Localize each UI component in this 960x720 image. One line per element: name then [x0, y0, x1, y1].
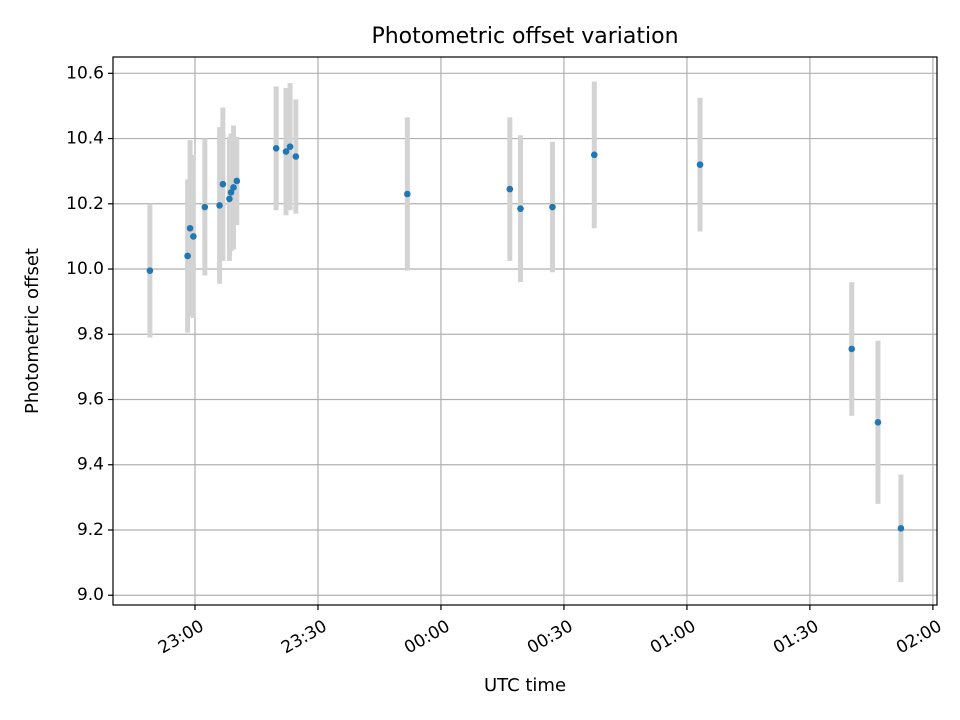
- point-layer: [146, 143, 905, 532]
- data-point: [219, 180, 227, 188]
- data-point: [190, 233, 197, 240]
- grid-layer: [113, 57, 937, 605]
- plot-frame: [112, 56, 938, 606]
- plot-area-background: [113, 57, 937, 605]
- chart-title: Photometric offset variation: [371, 24, 678, 49]
- data-point: [286, 143, 294, 151]
- y-axis-label: Photometric offset: [22, 248, 43, 414]
- data-point: [216, 202, 223, 209]
- data-point: [230, 184, 237, 191]
- data-point: [186, 224, 194, 232]
- data-point: [282, 148, 290, 155]
- y-tick-label: 10.2: [66, 194, 104, 214]
- data-point: [292, 153, 300, 160]
- data-point: [146, 267, 154, 274]
- data-point: [227, 189, 235, 196]
- y-tick-label: 10.4: [66, 129, 104, 149]
- y-tick-label: 9.8: [77, 324, 104, 344]
- y-tick-label: 9.2: [77, 520, 104, 540]
- data-point: [226, 195, 233, 203]
- data-point: [506, 185, 514, 193]
- data-point: [272, 145, 280, 152]
- data-point: [549, 203, 556, 211]
- data-point: [184, 252, 191, 260]
- data-point: [696, 161, 704, 168]
- data-point: [517, 205, 524, 212]
- y-tick-label: 10.0: [66, 259, 104, 279]
- data-point: [590, 151, 598, 159]
- y-axis: 9.0 9.2 9.4 9.6 9.8 10.0 10.2 10.4 10.6: [66, 63, 113, 605]
- data-point: [874, 419, 882, 426]
- y-tick-label: 9.0: [77, 585, 104, 605]
- x-axis-label: UTC time: [484, 675, 566, 696]
- data-point: [897, 525, 905, 532]
- y-tick-label: 10.6: [66, 63, 104, 83]
- data-point: [233, 177, 241, 185]
- y-tick-label: 9.4: [77, 455, 104, 475]
- data-point: [848, 345, 856, 353]
- y-tick-label: 9.6: [77, 390, 104, 410]
- data-point: [201, 203, 209, 211]
- data-point: [404, 190, 411, 198]
